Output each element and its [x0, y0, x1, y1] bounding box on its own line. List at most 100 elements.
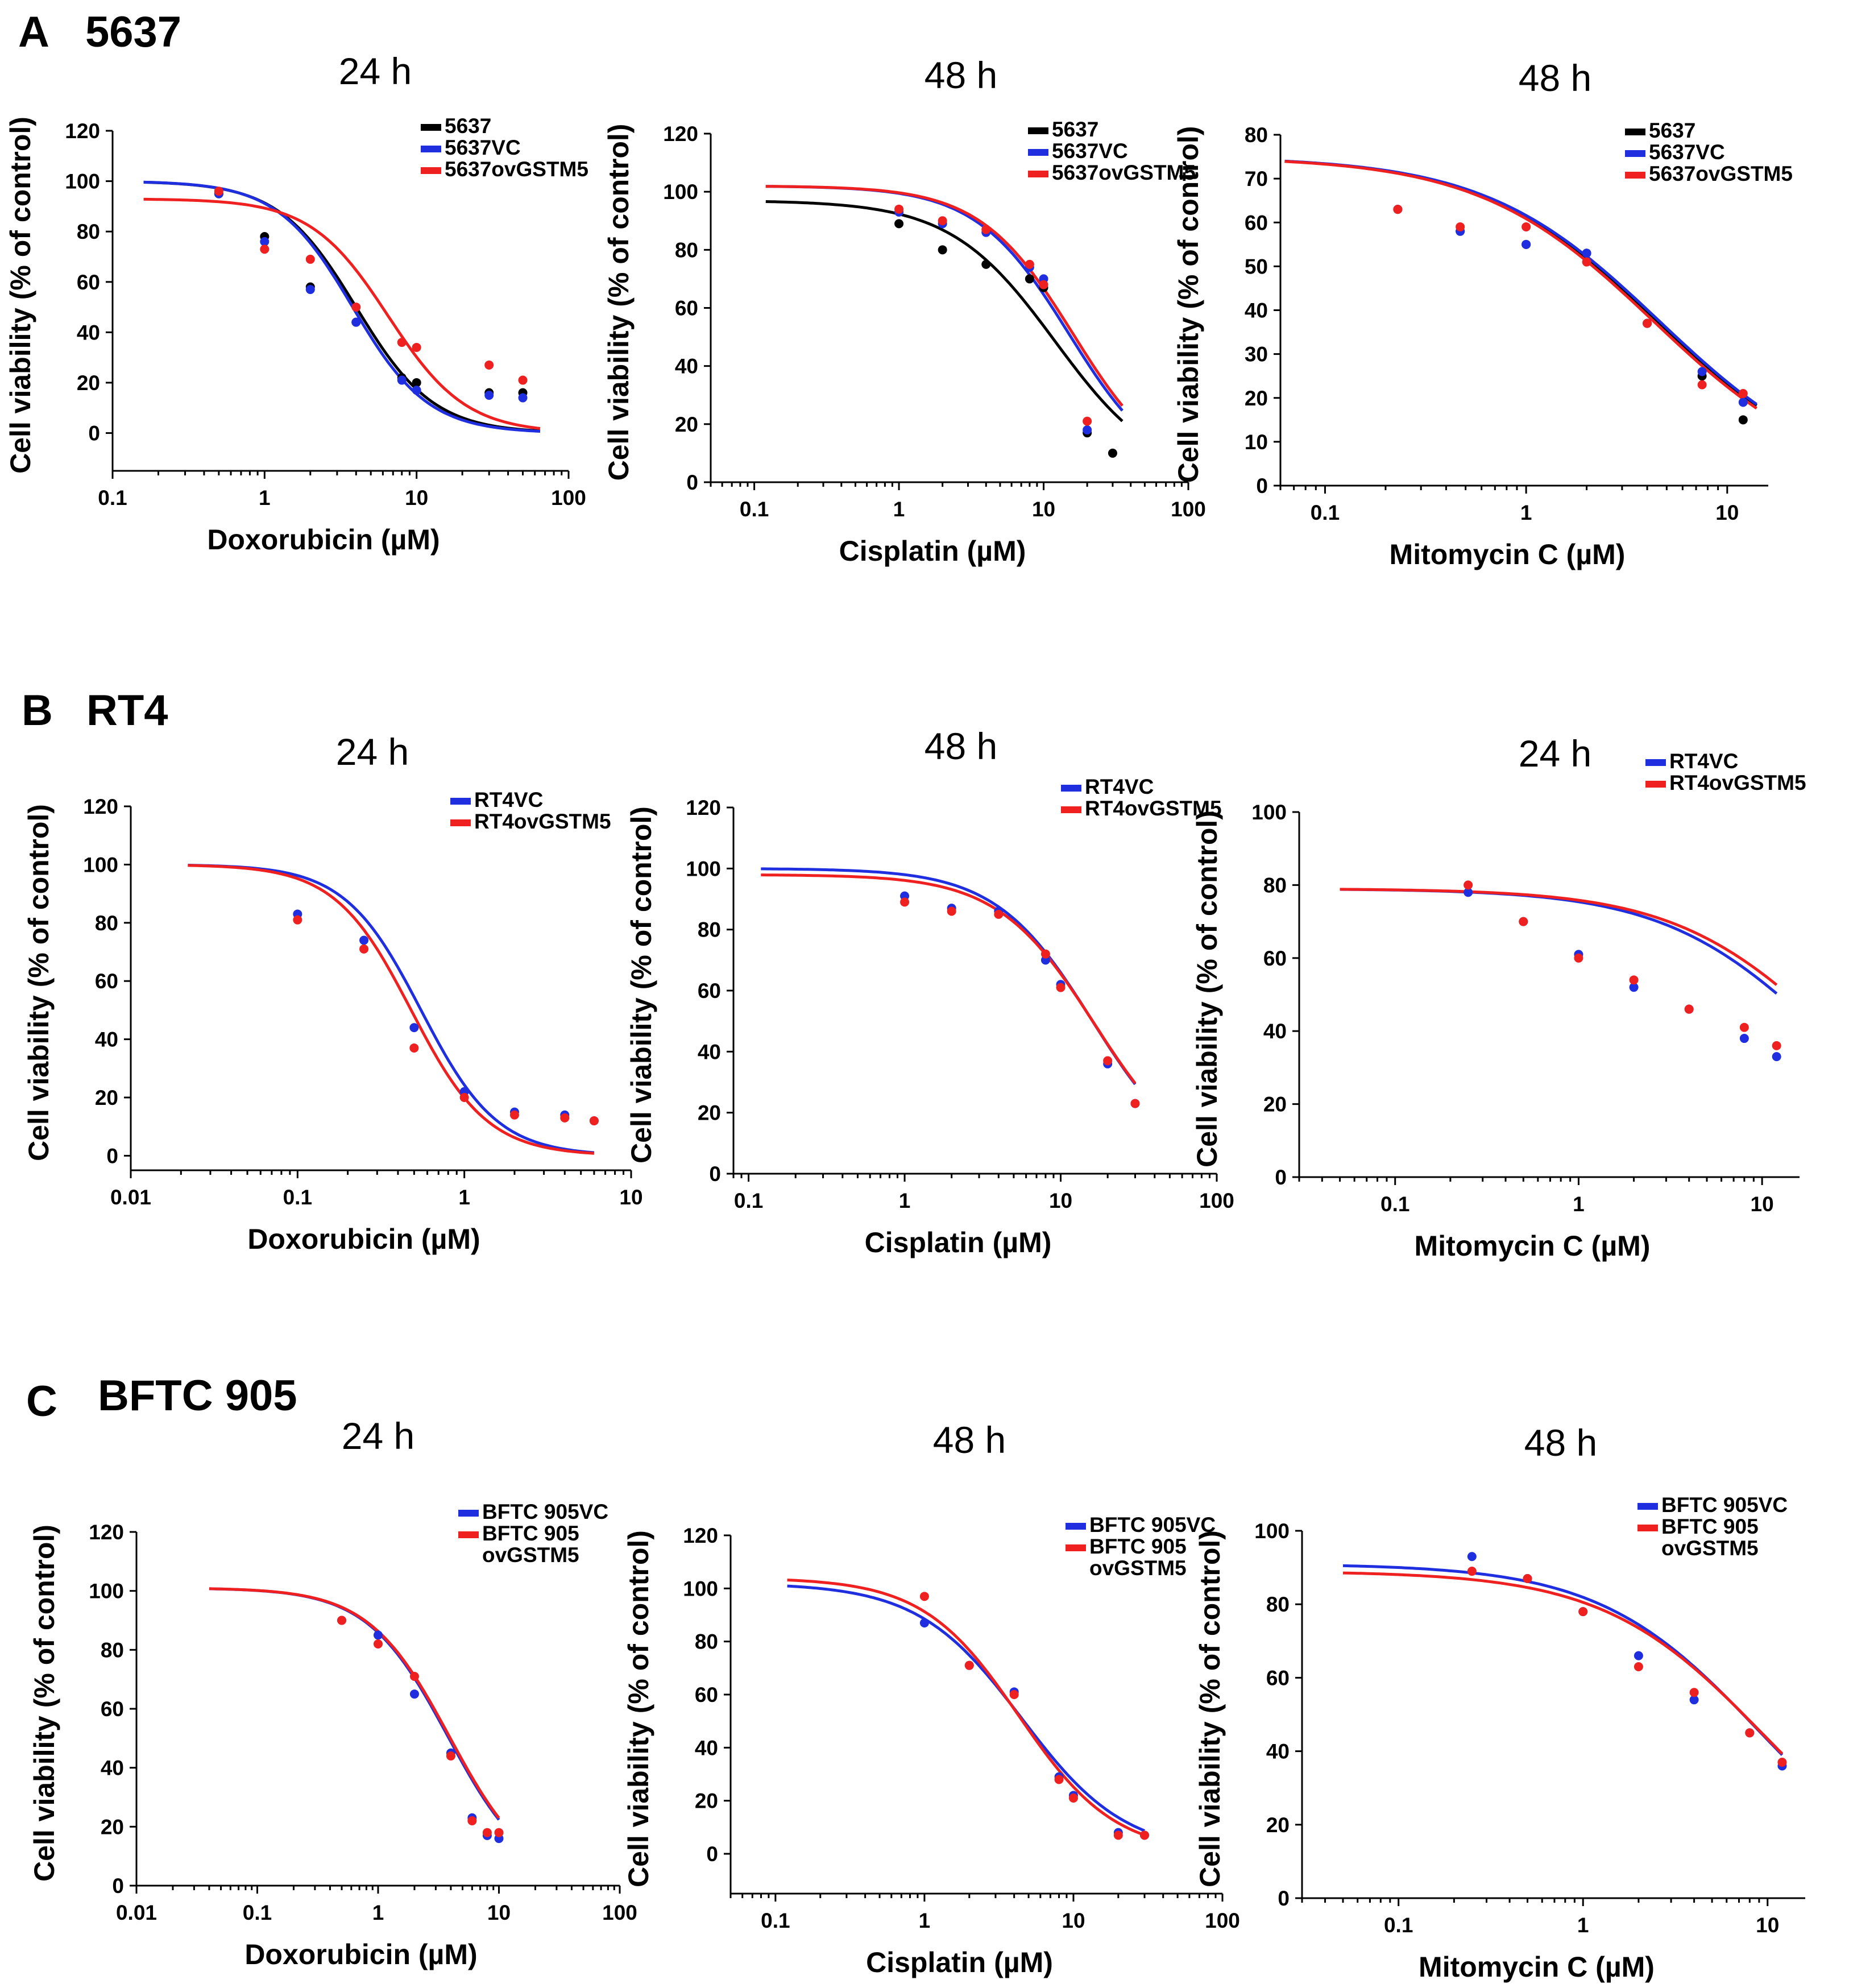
x-tick-label: 0.1: [1311, 501, 1340, 524]
y-tick-label: 120: [686, 796, 721, 819]
fit-curve-5637vc: [1284, 159, 1757, 405]
x-tick-label: 0.1: [283, 1186, 312, 1209]
x-tick-label: 10: [1062, 1909, 1085, 1932]
data-point-rt4ovgstm5: [1103, 1056, 1113, 1066]
x-tick-label: 0.01: [110, 1186, 151, 1209]
x-tick-label: 0.1: [740, 498, 769, 521]
y-tick-label: 20: [1245, 387, 1268, 410]
y-tick-label: 60: [95, 970, 118, 993]
y-tick-label: 60: [1245, 211, 1268, 234]
x-tick-label: 0.1: [734, 1189, 763, 1212]
x-axis-label: Mitomycin C (µM): [1390, 539, 1626, 570]
legend-swatch: [450, 819, 471, 826]
y-tick-label: 60: [695, 1683, 718, 1707]
data-point-bftc-905-ovgstm5: [1777, 1757, 1787, 1767]
chart-rt4-mitomycin-24h: 24 h 0 20 40 60 80 100 0.1 1 10 Mitomycin C (µM) Ce…: [1191, 732, 1806, 1262]
legend-label: BFTC 905VC: [482, 1500, 608, 1523]
fit-curve-bftc-905-ovgstm5: [1342, 1571, 1784, 1755]
y-tick-label: 30: [1245, 343, 1268, 366]
panel-c-letter: C: [26, 1377, 57, 1426]
data-point-bftc-905-ovgstm5: [446, 1751, 455, 1761]
y-tick-label: 100: [89, 1580, 124, 1603]
y-tick-label: 40: [1266, 1740, 1290, 1763]
data-point-5637vc: [351, 317, 361, 327]
data-point-bftc-905vc: [409, 1689, 419, 1699]
data-point-5637vc: [305, 285, 315, 295]
y-axis-label: Cell viability (% of control): [1172, 126, 1204, 483]
y-tick-label: 100: [65, 170, 100, 193]
fit-curve-rt4ovgstm5: [761, 873, 1137, 1084]
data-point-rt4ovgstm5: [947, 906, 956, 916]
chart-5637-doxorubicin-24h: 24 h 0 20 40 60 80 100 120 0.1 1 10 100 Doxorubicin …: [5, 50, 588, 556]
data-point-bftc-905-ovgstm5: [1745, 1728, 1755, 1738]
y-tick-label: 20: [101, 1815, 124, 1838]
chart-bftc905-cisplatin-48h: 48 h 0 20 40 60 80 100 120 0.1 1 10 100 Cisplatin (µ…: [623, 1419, 1240, 1978]
y-tick-label: 0: [106, 1144, 118, 1167]
y-axis-label: Cell viability (% of control): [1194, 1530, 1226, 1887]
y-tick-label: 0: [1256, 474, 1268, 498]
x-tick-label: 10: [487, 1901, 511, 1924]
data-point-bftc-905-ovgstm5: [467, 1816, 477, 1825]
y-tick-label: 40: [698, 1040, 721, 1063]
data-point-5637: [981, 259, 991, 269]
x-tick-label: 100: [1205, 1909, 1240, 1932]
y-tick-label: 40: [1245, 299, 1268, 322]
data-point-bftc-905vc: [919, 1618, 929, 1627]
data-point-bftc-905-ovgstm5: [494, 1828, 504, 1837]
data-point-5637vc: [397, 375, 407, 385]
y-tick-label: 80: [675, 238, 698, 262]
data-point-rt4ovgstm5: [560, 1113, 570, 1123]
y-tick-label: 0: [112, 1874, 124, 1898]
data-point-5637vc: [484, 391, 494, 400]
x-tick-label: 10: [619, 1186, 642, 1209]
data-point-5637vc: [518, 393, 528, 403]
y-tick-label: 10: [1245, 430, 1268, 454]
y-tick-label: 20: [1266, 1813, 1290, 1837]
fit-curve-rt4vc: [188, 864, 595, 1154]
y-tick-label: 20: [1263, 1093, 1287, 1116]
legend-swatch: [458, 1510, 479, 1517]
data-point-5637ovgstm5: [1697, 380, 1707, 390]
legend-label: BFTC 905VC: [1089, 1513, 1216, 1536]
legend-label: 5637VC: [1052, 139, 1128, 163]
data-point-bftc-905-ovgstm5: [1113, 1830, 1123, 1840]
y-tick-label: 0: [706, 1842, 718, 1866]
y-tick-label: 100: [686, 857, 721, 880]
data-point-rt4ovgstm5: [409, 1043, 419, 1053]
chart-title: 48 h: [924, 725, 997, 767]
data-point-5637: [894, 219, 904, 229]
data-point-5637: [1025, 274, 1034, 284]
y-tick-label: 80: [698, 918, 721, 942]
y-tick-label: 120: [65, 119, 100, 143]
legend-label: 5637VC: [445, 136, 521, 159]
y-tick-label: 80: [95, 912, 118, 935]
chart-bftc905-doxorubicin-24h: 24 h 0 20 40 60 80 100 120 0.01 0.1 1 10 100 Doxorubi…: [28, 1415, 637, 1970]
legend-swatch: [458, 1531, 479, 1538]
chart-title: 24 h: [1519, 732, 1591, 775]
y-tick-label: 120: [89, 1521, 124, 1544]
x-tick-label: 0.1: [243, 1901, 272, 1924]
x-tick-label: 0.1: [1384, 1914, 1413, 1937]
data-point-rt4ovgstm5: [1464, 880, 1473, 890]
y-tick-label: 120: [663, 122, 698, 146]
fit-curve-5637ovgstm5: [1284, 160, 1757, 410]
y-tick-label: 60: [1266, 1666, 1290, 1689]
y-tick-label: 0: [686, 471, 698, 494]
legend-label: RT4VC: [1669, 749, 1738, 773]
data-point-5637ovgstm5: [1083, 416, 1092, 426]
chart-title: 48 h: [1524, 1422, 1597, 1464]
panel-b-title: RT4: [86, 686, 168, 735]
y-axis-label: Cell viability (% of control): [5, 117, 36, 474]
legend-swatch: [1625, 150, 1645, 157]
chart-title: 48 h: [924, 54, 997, 96]
x-tick-label: 10: [1756, 1914, 1779, 1937]
y-tick-label: 80: [1245, 123, 1268, 147]
chart-title: 24 h: [342, 1415, 414, 1457]
x-tick-label: 100: [1199, 1189, 1234, 1212]
data-point-5637ovgstm5: [1738, 389, 1748, 399]
data-point-rt4ovgstm5: [1519, 917, 1528, 926]
legend-label: RT4ovGSTM5: [1669, 771, 1806, 794]
y-axis-label: Cell viability (% of control): [23, 804, 55, 1161]
y-tick-label: 120: [683, 1524, 718, 1547]
